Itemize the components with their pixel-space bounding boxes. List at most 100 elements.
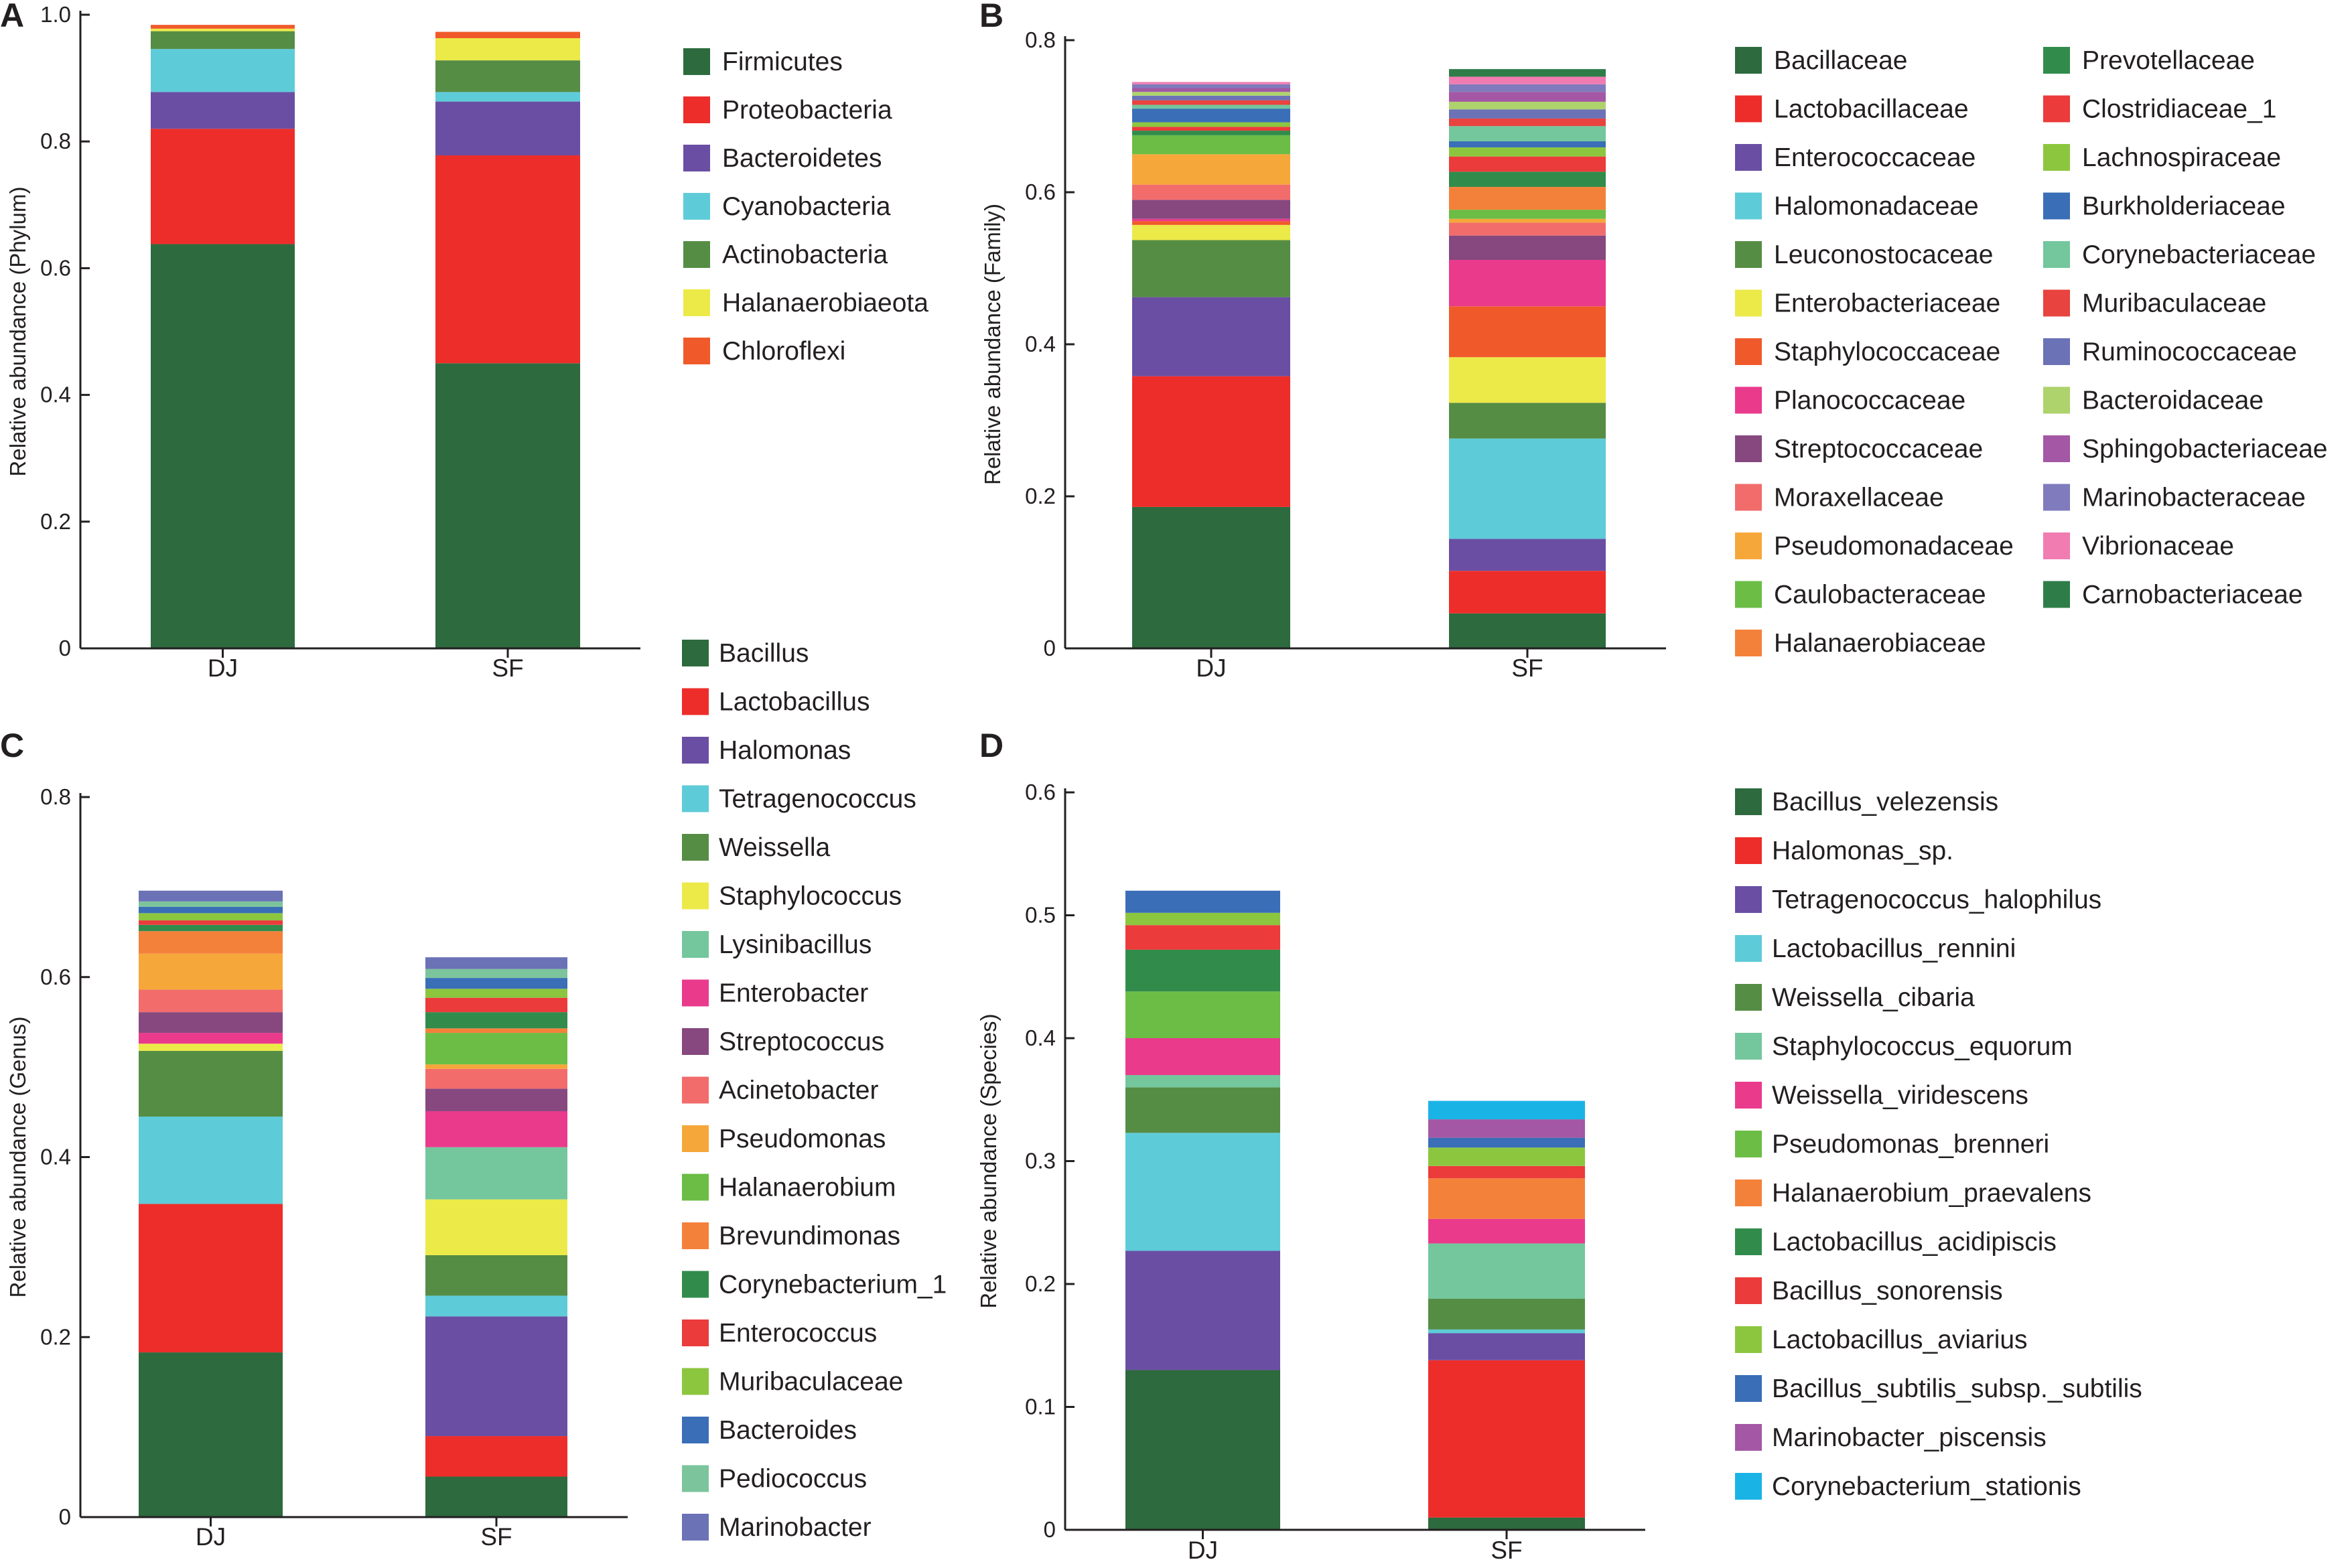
bar-segment-dj-pseudomonas-brenneri — [1125, 991, 1280, 1038]
panel-letter-d: D — [979, 727, 1004, 764]
bar-segment-dj-bacillus — [139, 1352, 283, 1517]
legend-item: Chloroflexi — [683, 337, 845, 366]
bar-segment-sf-carnobacteriaceae — [1449, 69, 1606, 77]
legend-swatch — [1735, 788, 1762, 815]
legend-item: Sphingobacteriaceae — [2043, 435, 2327, 464]
bar-segment-dj-acinetobacter — [139, 989, 283, 1013]
legend-item: Weissella — [682, 833, 830, 862]
bar-segment-sf-brevundimonas — [425, 1028, 567, 1034]
legend-label: Lactobacillus_rennini — [1772, 934, 2016, 963]
legend-swatch — [682, 1222, 709, 1249]
y-tick-label: 0 — [1044, 636, 1056, 660]
bar-segment-sf-enterobacteriaceae — [1449, 357, 1606, 403]
bar-segment-dj-lactobacillus-rennini — [1125, 1133, 1280, 1251]
legend-label: Tetragenococcus_halophilus — [1772, 885, 2101, 914]
y-tick-label: 0.8 — [40, 784, 71, 809]
bar-segment-dj-bacillaceae — [1132, 506, 1290, 648]
legend-label: Burkholderiaceae — [2082, 192, 2286, 221]
legend-item: Halanaerobiaceae — [1735, 629, 1986, 658]
legend: Firmicutes Proteobacteria Bacteroidetes Cya… — [683, 48, 928, 366]
legend-swatch — [682, 785, 709, 812]
legend-item: Enterococcaceae — [1735, 143, 1976, 172]
legend-item: Streptococcus — [682, 1027, 884, 1056]
x-tick-label: DJ — [196, 1523, 226, 1551]
legend-swatch — [1735, 386, 1762, 414]
legend-swatch — [2043, 289, 2070, 317]
legend-label: Pseudomonadaceae — [1774, 532, 2014, 561]
legend-label: Bacillus_velezensis — [1772, 788, 1998, 816]
legend-label: Lactobacillus_aviarius — [1772, 1326, 2028, 1354]
legend-item: Halomonas_sp. — [1735, 837, 1953, 865]
legend-swatch — [682, 1368, 709, 1395]
legend-item: Carnobacteriaceae — [2043, 581, 2303, 610]
y-tick-label: 0.1 — [1025, 1395, 1056, 1419]
legend-swatch — [682, 882, 709, 910]
bar-segment-sf-bacillaceae — [1449, 613, 1606, 648]
bar-segment-sf-ruminococcaceae — [1449, 109, 1606, 119]
legend-swatch — [682, 1465, 709, 1492]
legend-label: Muribaculaceae — [719, 1368, 903, 1397]
bar-segment-dj-bacteroides — [139, 906, 283, 914]
legend-item: Halanaerobium_praevalens — [1735, 1179, 2091, 1208]
legend-label: Vibrionaceae — [2082, 532, 2234, 561]
bar-segment-sf-streptococcaceae — [1449, 235, 1606, 261]
bar-segment-sf-lactobacillaceae — [1449, 571, 1606, 614]
legend-item: Halanaerobiaeota — [683, 289, 928, 317]
legend-item: Tetragenococcus_halophilus — [1735, 885, 2101, 914]
legend-item: Planococcaceae — [1735, 386, 1965, 415]
bar-segment-dj-prevotellaceae — [1132, 131, 1290, 135]
legend-label: Staphylococcus_equorum — [1772, 1032, 2073, 1061]
bar-segment-dj-moraxellaceae — [1132, 184, 1290, 200]
legend-label: Lactobacillus — [719, 688, 870, 717]
legend-item: Cyanobacteria — [683, 192, 891, 221]
panel-letter-c: C — [0, 727, 24, 764]
legend-item: Lachnospiraceae — [2043, 143, 2281, 172]
legend-label: Leuconostocaceae — [1774, 240, 1993, 269]
bar-segment-dj-tetragenococcus-halophilus — [1125, 1251, 1280, 1370]
y-tick-label: 0.2 — [1025, 1271, 1056, 1296]
bar-segment-sf-prevotellaceae — [1449, 171, 1606, 188]
x-tick-label: SF — [1511, 654, 1543, 682]
legend-label: Planococcaceae — [1774, 386, 1965, 415]
y-tick-label: 0.6 — [1025, 180, 1056, 204]
legend-swatch — [682, 1320, 709, 1346]
legend-item: Bacillaceae — [1735, 46, 1907, 75]
legend-item: Ruminococcaceae — [2043, 338, 2297, 366]
bar-segment-dj-staphylococcus — [139, 1044, 283, 1051]
legend-label: Staphylococcaceae — [1774, 338, 2000, 366]
legend-label: Enterococcus — [719, 1319, 877, 1348]
bar-segment-sf-proteobacteria — [435, 155, 580, 364]
bar-segment-dj-bacillus-velezensis — [1125, 1370, 1280, 1530]
legend-item: Marinobacter — [682, 1513, 872, 1542]
legend-swatch — [1735, 1082, 1762, 1109]
legend-item: Pseudomonas — [682, 1125, 886, 1153]
legend-label: Halanaerobiaceae — [1774, 629, 1986, 658]
bar-segment-dj-muribaculaceae — [1132, 100, 1290, 105]
legend-label: Actinobacteria — [722, 240, 888, 269]
legend-swatch — [1735, 338, 1762, 365]
bar-segment-sf-halanaerobium — [425, 1033, 567, 1065]
legend-item: Weissella_viridescens — [1735, 1081, 2028, 1110]
bar-segment-sf-lactobacillus-aviarius — [1428, 1147, 1585, 1166]
legend-label: Halanaerobium_praevalens — [1772, 1179, 2091, 1208]
y-axis-title: Relative abundance (Species) — [976, 1013, 1001, 1308]
panel-letter-b: B — [979, 0, 1004, 34]
legend-swatch — [1735, 581, 1762, 608]
bar-segment-dj-pseudomonas — [139, 953, 283, 990]
bar-segment-sf-halanaerobium-praevalens — [1428, 1178, 1585, 1219]
legend-label: Enterobacter — [719, 979, 868, 1008]
legend-swatch — [682, 688, 709, 715]
legend-swatch — [1735, 630, 1762, 656]
bar-segment-sf-corynebacteriaceae — [1449, 126, 1606, 141]
legend-item: Bacillus_subtilis_subsp._subtilis — [1735, 1374, 2142, 1403]
legend-swatch — [683, 96, 710, 123]
bar-segment-sf-marinobacter — [425, 957, 567, 969]
legend-item: Acinetobacter — [682, 1076, 878, 1105]
bar-segment-dj-lachnospiraceae — [1132, 122, 1290, 127]
legend-item: Streptococcaceae — [1735, 435, 1983, 464]
bar-segment-sf-vibrionaceae — [1449, 76, 1606, 84]
legend-label: Lachnospiraceae — [2082, 143, 2281, 172]
bar-segment-dj-halanaerobiaeota — [151, 28, 295, 31]
bar-segment-sf-pediococcus — [425, 969, 567, 979]
x-tick-label: SF — [480, 1523, 512, 1551]
